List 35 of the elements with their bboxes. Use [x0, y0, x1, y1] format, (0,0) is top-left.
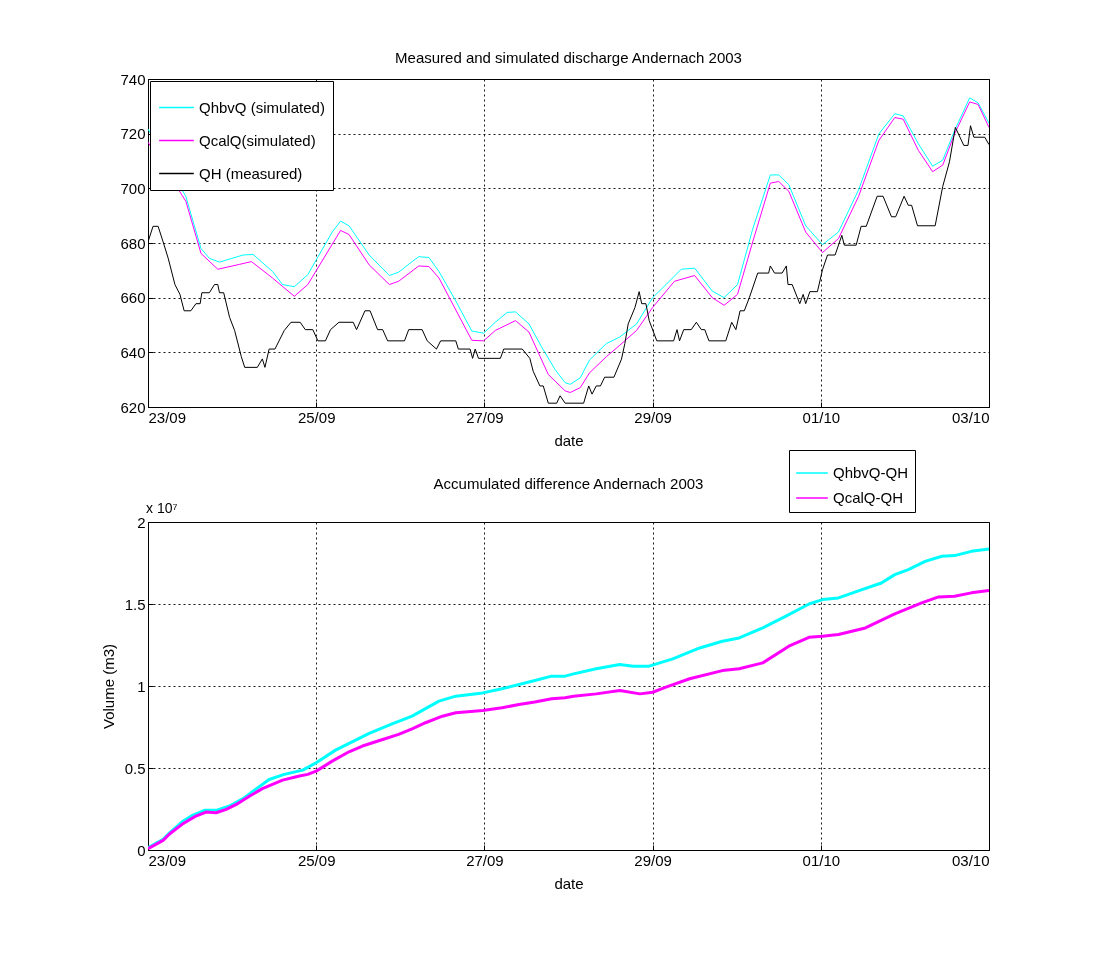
y-tick-label: 740	[120, 70, 146, 88]
y-tick-label: 2	[137, 513, 146, 531]
y-tick-label: 0.5	[124, 759, 146, 777]
legend-label: QcalQ-QH	[833, 489, 904, 506]
x-tick-label: 23/09	[148, 851, 187, 869]
x-tick-label: 27/09	[466, 851, 504, 869]
y-tick-label: 620	[120, 398, 146, 416]
y-tick-label: 720	[120, 125, 146, 143]
text: x 10⁷	[146, 500, 178, 516]
x-axis-title: date	[554, 431, 584, 449]
x-tick-label: 01/10	[802, 851, 841, 869]
y-tick-label: 660	[120, 289, 146, 307]
y-tick-label: 640	[120, 343, 146, 361]
y-axis-title: Volume (m3)	[99, 643, 117, 730]
y-tick-label: 1	[137, 677, 146, 695]
legend-label: QhbvQ-QH	[833, 464, 909, 481]
chart-title: Measured and simulated discharge Andernach 2003	[395, 49, 742, 66]
y-tick-label: 680	[120, 234, 146, 252]
x-axis-title: date	[554, 874, 584, 892]
y-tick-label: 0	[137, 841, 146, 859]
x-tick-label: 01/10	[802, 408, 841, 426]
x-tick-label: 23/09	[148, 408, 187, 426]
chart-title: Accumulated difference Andernach 2003	[433, 474, 704, 492]
x-tick-label: 29/09	[634, 408, 672, 426]
legend-label: QH (measured)	[199, 164, 303, 182]
y-tick-label: 1.5	[124, 595, 146, 613]
x-tick-label: 25/09	[297, 408, 336, 426]
x-tick-label: 27/09	[466, 408, 504, 426]
legend-label: QhbvQ (simulated)	[199, 98, 325, 116]
x-tick-label: 03/10	[951, 408, 990, 426]
y-tick-label: 700	[120, 179, 146, 197]
x-tick-label: 25/09	[297, 851, 336, 869]
x-tick-label: 03/10	[951, 851, 990, 869]
legend-label: QcalQ(simulated)	[199, 131, 316, 149]
x-tick-label: 29/09	[634, 851, 672, 869]
